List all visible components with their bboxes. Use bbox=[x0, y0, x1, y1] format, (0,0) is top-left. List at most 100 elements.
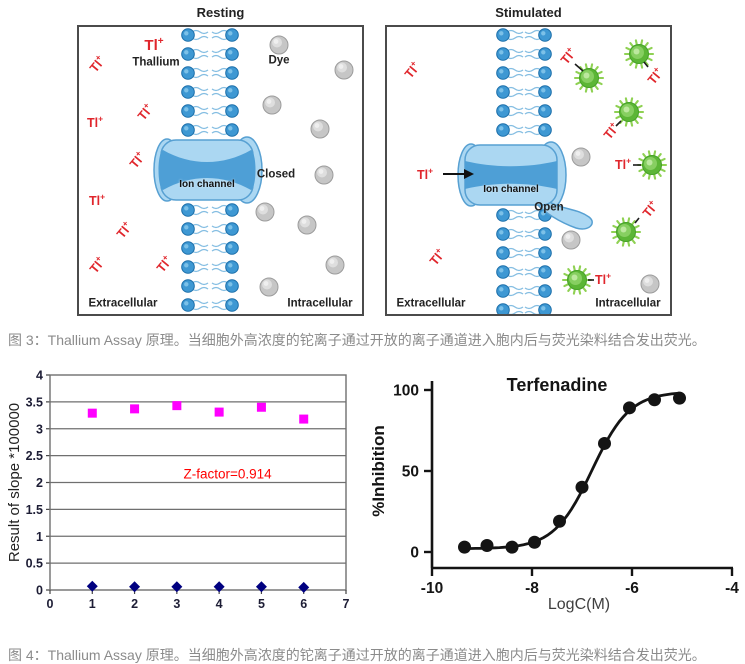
fluorescent-dye-particle bbox=[613, 97, 645, 127]
stimulated-membrane-panel: Tl+ Tl+ Tl+ Tl+ Tl+ Tl+ Tl+ Tl+ Tl+ Open Ion chann… bbox=[385, 25, 672, 316]
lipid-tail bbox=[191, 124, 209, 130]
lipid-head bbox=[225, 241, 239, 255]
lipid-tail bbox=[211, 223, 229, 229]
lipid-tail bbox=[506, 285, 524, 291]
lipid-tail bbox=[211, 86, 229, 92]
lipid-tail bbox=[211, 267, 229, 273]
lipid-tail bbox=[506, 291, 524, 297]
lipid-head bbox=[181, 241, 195, 255]
lipid-tail bbox=[506, 209, 524, 215]
panel-title-resting: Resting bbox=[196, 5, 245, 20]
lipid-tail bbox=[211, 286, 229, 292]
x-tick-label: 7 bbox=[343, 597, 350, 611]
lipid-tail bbox=[506, 105, 524, 111]
lipid-tail bbox=[191, 86, 209, 92]
lipid-tail bbox=[506, 310, 524, 314]
lipid-head-highlight bbox=[184, 50, 189, 55]
lipid-tail bbox=[211, 73, 229, 79]
data-point-square bbox=[130, 404, 140, 414]
lipid-head-highlight bbox=[541, 31, 546, 36]
data-point-square bbox=[172, 401, 182, 411]
data-points bbox=[458, 391, 686, 554]
lipid-head bbox=[538, 47, 552, 61]
dye-particle bbox=[314, 165, 334, 185]
lipid-head bbox=[181, 298, 195, 312]
lipid-tail bbox=[191, 242, 209, 248]
lipid-head-highlight bbox=[541, 69, 546, 74]
lipid-head bbox=[496, 66, 510, 80]
data-point-diamond bbox=[129, 581, 141, 593]
lipid-head-highlight bbox=[541, 249, 546, 254]
lipid-tail bbox=[524, 253, 542, 259]
lipid-head-highlight bbox=[541, 268, 546, 273]
lipid-head bbox=[225, 279, 239, 293]
lipid-tail bbox=[191, 261, 209, 267]
lipid-tail bbox=[211, 29, 229, 35]
lipid-tail bbox=[524, 304, 542, 310]
lipid-head bbox=[496, 284, 510, 298]
lipid-head-highlight bbox=[184, 126, 189, 131]
x-tick-label: 6 bbox=[300, 597, 307, 611]
lipid-head bbox=[225, 104, 239, 118]
data-point-dot bbox=[553, 514, 566, 528]
lipid-head bbox=[496, 123, 510, 137]
membrane-diagram bbox=[153, 28, 354, 312]
lipid-head-highlight bbox=[541, 88, 546, 93]
data-point-diamond bbox=[213, 581, 225, 593]
lipid-tail bbox=[506, 29, 524, 35]
lipid-tail bbox=[506, 253, 524, 259]
z-factor-scatter-chart: 0 0.5 1 1.5 2 2.5 3 3.5 4 0 1 2 3 4 5 6 7 Result of slope… bbox=[6, 369, 350, 612]
thallium-ion-label: Tl+ bbox=[614, 155, 632, 172]
data-point-diamond bbox=[171, 581, 183, 593]
lipid-head bbox=[181, 203, 195, 217]
thallium-ion-label: Tl+ bbox=[86, 113, 104, 130]
lipid-head-highlight bbox=[541, 230, 546, 235]
plot-border bbox=[49, 374, 347, 591]
lipid-tail bbox=[211, 105, 229, 111]
lipid-tail bbox=[191, 229, 209, 235]
lipid-tail bbox=[191, 204, 209, 210]
data-point-dot bbox=[648, 393, 661, 407]
x-axis-title: LogC(M) bbox=[548, 596, 610, 613]
ion-dye-bond bbox=[634, 217, 640, 224]
lipid-tail bbox=[506, 67, 524, 73]
lipid-tail bbox=[191, 299, 209, 305]
lipid-head bbox=[538, 104, 552, 118]
lipid-head bbox=[496, 227, 510, 241]
ion-dye-bond bbox=[643, 61, 649, 68]
x-tick-label: 5 bbox=[258, 597, 265, 611]
lipid-tail bbox=[211, 204, 229, 210]
data-point-dot bbox=[505, 540, 519, 554]
lipid-tail bbox=[506, 35, 524, 41]
x-tick-label: 0 bbox=[47, 597, 54, 611]
lipid-head-highlight bbox=[184, 107, 189, 112]
fluorescent-dye-particle bbox=[636, 150, 668, 180]
lipid-tail bbox=[506, 124, 524, 130]
x-tick-label: -4 bbox=[725, 580, 739, 597]
lipid-head-highlight bbox=[499, 107, 504, 112]
lipid-tail bbox=[506, 48, 524, 54]
lipid-head-highlight bbox=[499, 249, 504, 254]
lipid-tail bbox=[524, 272, 542, 278]
lipid-head-highlight bbox=[184, 88, 189, 93]
dose-response-chart: -10 -8 -6 -4 0 50 100 Terfenadine %Inhibition Log… bbox=[369, 375, 739, 613]
lipid-head-highlight bbox=[499, 88, 504, 93]
y-tick-label: 2.5 bbox=[26, 449, 43, 463]
lipid-tail bbox=[506, 272, 524, 278]
intracellular-label: Intracellular bbox=[595, 297, 661, 310]
lipid-head-highlight bbox=[541, 126, 546, 131]
lipid-head bbox=[181, 85, 195, 99]
y-tick-label: 4 bbox=[36, 369, 43, 383]
lipid-head bbox=[496, 246, 510, 260]
lipid-head-highlight bbox=[228, 225, 233, 230]
lipid-head bbox=[538, 123, 552, 137]
lipid-head-highlight bbox=[499, 69, 504, 74]
lipid-head bbox=[538, 284, 552, 298]
lipid-tail bbox=[524, 92, 542, 98]
lipid-tail bbox=[506, 111, 524, 117]
lipid-head-highlight bbox=[499, 287, 504, 292]
lipid-tail bbox=[506, 130, 524, 136]
lipid-head-highlight bbox=[541, 211, 546, 216]
lipid-tail bbox=[524, 234, 542, 240]
membrane-diagram bbox=[443, 28, 668, 314]
